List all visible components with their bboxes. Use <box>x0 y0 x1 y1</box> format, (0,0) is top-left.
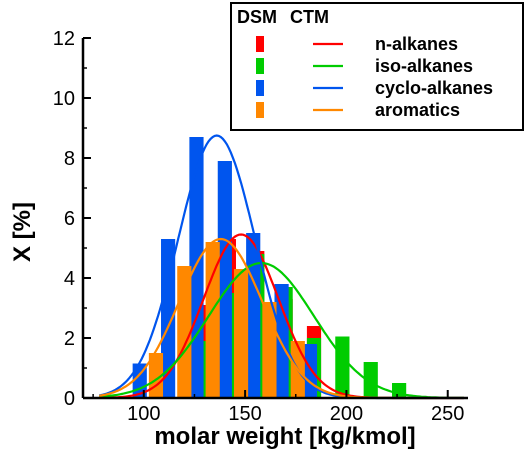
legend-label: n-alkanes <box>375 34 458 54</box>
y-tick-label: 6 <box>64 208 75 230</box>
bar-iso-alkanes <box>392 383 407 398</box>
bar-aromatics <box>233 269 249 398</box>
legend-label: cyclo-alkanes <box>375 78 493 98</box>
legend-label: aromatics <box>375 100 460 120</box>
legend-header-dsm: DSM <box>237 7 277 27</box>
y-tick-label: 12 <box>53 28 75 50</box>
bar-iso-alkanes <box>363 362 378 398</box>
legend-header-ctm: CTM <box>290 7 329 27</box>
y-tick-label: 2 <box>64 328 75 350</box>
x-tick-label: 150 <box>228 403 261 425</box>
legend-box <box>230 2 524 131</box>
y-tick-label: 0 <box>64 388 75 410</box>
x-tick-label: 200 <box>330 403 363 425</box>
legend-swatch-dsm <box>256 80 264 96</box>
bar-cyclo-alkanes <box>189 137 204 398</box>
bar-aromatics <box>177 266 192 398</box>
legend-entries: n-alkanesiso-alkanescyclo-alkanesaromati… <box>256 34 493 120</box>
bars-layer <box>132 137 407 398</box>
legend-swatch-dsm <box>256 102 264 118</box>
ticks: 100 150 200 250 0 2 4 6 8 10 12 <box>53 28 465 425</box>
legend: DSM CTM n-alkanesiso-alkanescyclo-alkane… <box>230 2 524 131</box>
bar-cyclo-alkanes <box>246 233 261 398</box>
bar-cyclo-alkanes <box>217 161 232 398</box>
bar-cyclo-alkanes <box>161 239 176 398</box>
bar-aromatics <box>205 242 220 398</box>
legend-label: iso-alkanes <box>375 56 473 76</box>
x-tick-label: 100 <box>127 403 160 425</box>
x-axis-label: molar weight [kg/kmol] <box>154 423 415 450</box>
curve-iso-alkanes <box>99 261 464 399</box>
legend-swatch-dsm <box>256 36 264 52</box>
legend-swatch-dsm <box>256 58 264 74</box>
x-tick-label: 250 <box>431 403 464 425</box>
y-tick-label: 10 <box>53 88 75 110</box>
bar-cyclo-alkanes <box>302 344 318 398</box>
bar-iso-alkanes <box>335 336 350 398</box>
y-tick-label: 4 <box>64 268 75 290</box>
y-tick-label: 8 <box>64 148 75 170</box>
y-axis-label: X [%] <box>9 202 36 262</box>
